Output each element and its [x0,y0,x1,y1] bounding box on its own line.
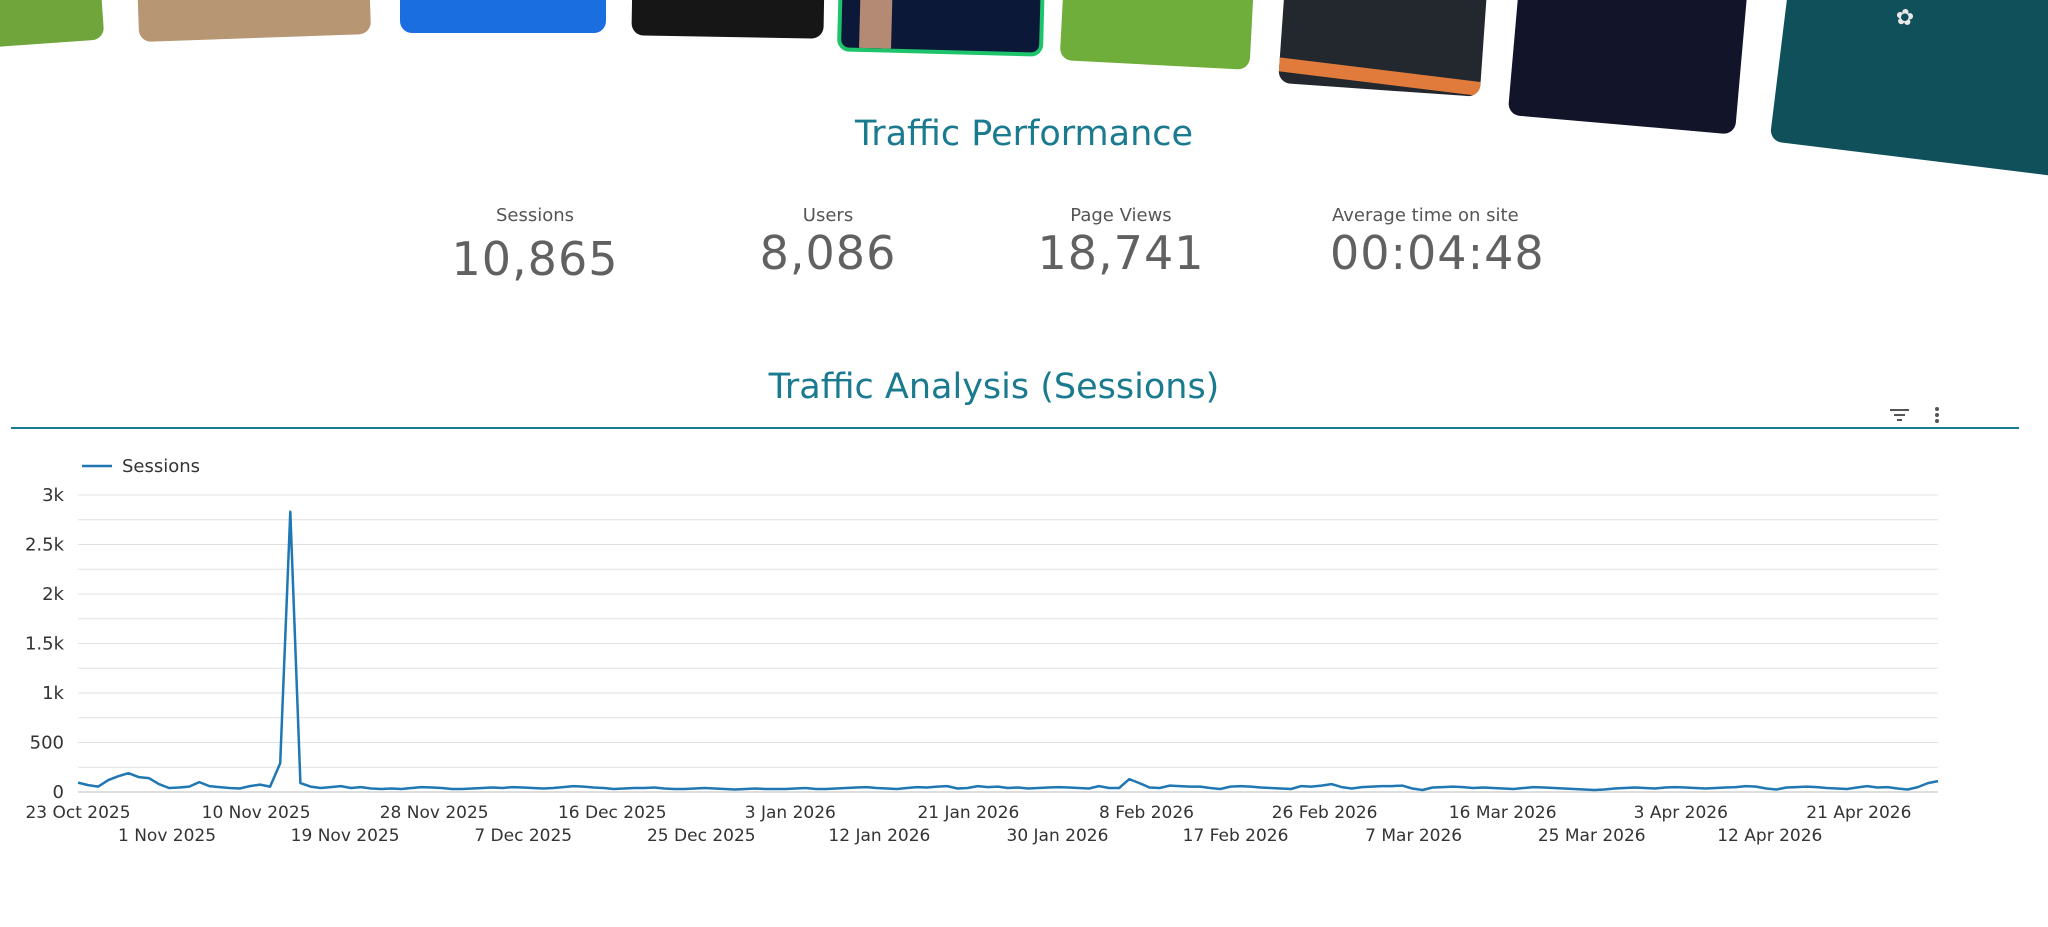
chart-legend: Sessions [82,456,200,477]
x-tick-label: 28 Nov 2025 [380,803,489,823]
x-tick-label: 26 Feb 2026 [1272,803,1378,823]
x-tick-label: 10 Nov 2025 [202,803,311,823]
carousel-card[interactable] [400,0,606,33]
kpi-value: 00:04:48 [1330,226,1545,280]
x-tick-label: 16 Dec 2025 [558,803,667,823]
x-tick-label: 12 Jan 2026 [828,826,930,846]
kpi-value: 18,741 [1037,226,1205,280]
x-tick-label: 7 Dec 2025 [474,826,572,846]
kpi-label: Average time on site [1332,205,1519,226]
kpi-avg-time: Average time on site 00:04:48 [1283,205,1603,280]
x-tick-label: 3 Jan 2026 [745,803,836,823]
x-tick-label: 7 Mar 2026 [1365,826,1462,846]
x-tick-label: 30 Jan 2026 [1007,826,1109,846]
x-tick-label: 21 Apr 2026 [1806,803,1911,823]
carousel-card[interactable] [136,0,372,43]
carousel-card[interactable] [1059,0,1255,70]
y-tick-label: 1.5k [25,634,65,655]
kpi-value: 8,086 [759,226,897,280]
carousel-card-selected[interactable] [836,0,1046,57]
carousel-card[interactable] [631,0,825,39]
carousel-card[interactable] [0,0,105,49]
x-tick-label: 3 Apr 2026 [1634,803,1728,823]
card-inner-stripe [859,0,894,49]
image-carousel[interactable]: ✿ [0,0,2048,190]
y-tick-label: 500 [30,733,64,754]
kpi-page-views: Page Views 18,741 [976,205,1266,280]
kpi-label: Sessions [495,205,575,226]
kpi-users: Users 8,086 [683,205,973,280]
series-line-sessions [77,510,1939,792]
x-tick-label: 8 Feb 2026 [1099,803,1194,823]
filter-icon[interactable] [1887,404,1913,426]
x-tick-label: 19 Nov 2025 [291,826,400,846]
kpi-label: Page Views [1070,205,1172,226]
x-tick-label: 25 Dec 2025 [647,826,756,846]
x-tick-label: 23 Oct 2025 [25,803,130,823]
x-axis: 23 Oct 2025 10 Nov 2025 28 Nov 2025 16 Dec … [25,803,1911,846]
y-tick-label: 0 [53,782,64,803]
more-vert-icon[interactable] [1926,404,1948,426]
performance-title: Traffic Performance [854,114,1194,154]
carousel-card[interactable] [1278,0,1488,97]
grid-lines [78,494,1938,793]
x-tick-label: 16 Mar 2026 [1449,803,1557,823]
y-axis: 0 500 1k 1.5k 2k 2.5k 3k [25,485,65,803]
analysis-title: Traffic Analysis (Sessions) [768,367,1220,407]
section-divider [11,427,2019,429]
sessions-line-chart: Sessions 0 500 1k 1.5k 2k 2.5k 3k 23 Oct 2025 1… [25,456,1939,846]
legend-label: Sessions [122,456,200,477]
kpi-value: 10,865 [451,232,619,286]
x-tick-label: 21 Jan 2026 [917,803,1019,823]
card-track-stripe [1278,56,1488,97]
puma-logo-icon: ✿ [1894,3,1916,31]
kpi-sessions: Sessions 10,865 [390,205,680,286]
x-tick-label: 25 Mar 2026 [1538,826,1646,846]
x-tick-label: 1 Nov 2025 [118,826,216,846]
y-tick-label: 2.5k [25,535,65,556]
y-tick-label: 1k [42,683,64,704]
kpi-label: Users [802,205,854,226]
x-tick-label: 12 Apr 2026 [1717,826,1822,846]
y-tick-label: 2k [42,584,64,605]
y-tick-label: 3k [42,485,64,506]
x-tick-label: 17 Feb 2026 [1183,826,1289,846]
